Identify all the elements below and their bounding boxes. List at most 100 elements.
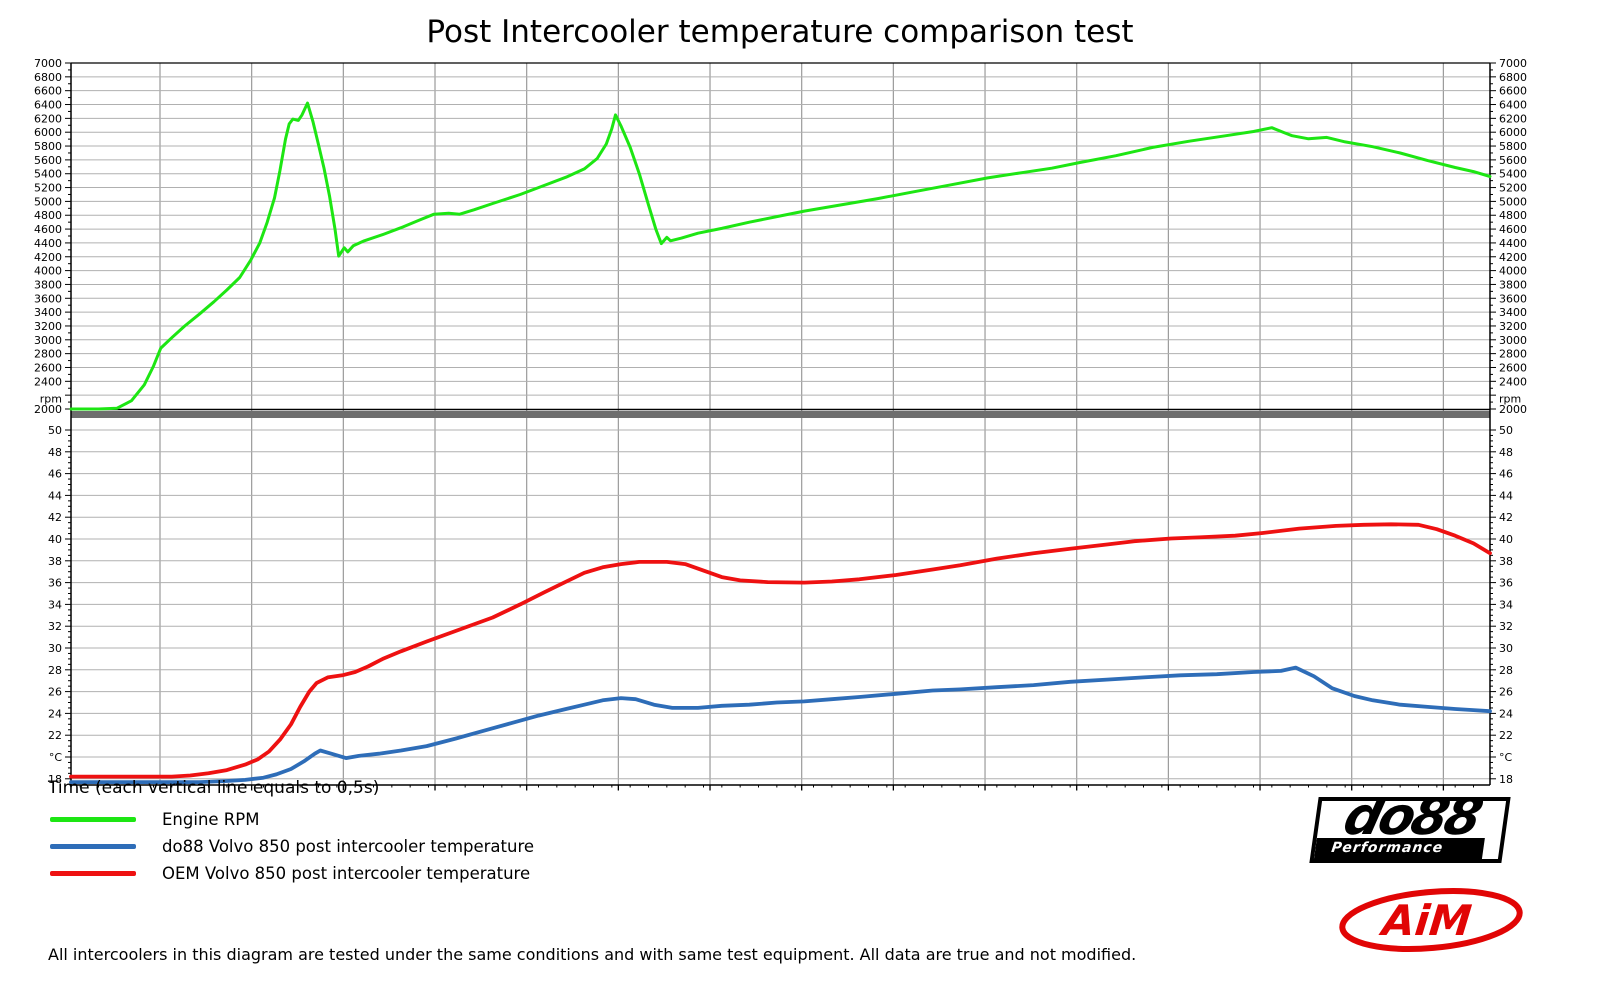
y-tick-label-left: °C (49, 751, 63, 764)
y-tick-label-right: 42 (1499, 511, 1513, 524)
y-tick-label-left: 6800 (34, 71, 62, 84)
legend-item-do88-temp: do88 Volvo 850 post intercooler temperat… (50, 833, 534, 860)
y-tick-label-left: 3800 (34, 278, 62, 291)
do88-logo: do88 Performance (1309, 797, 1511, 863)
y-tick-label-right: 6000 (1499, 126, 1527, 139)
y-tick-label-right: 28 (1499, 664, 1513, 677)
y-tick-label-right: 7000 (1499, 57, 1527, 70)
y-tick-label-right: 34 (1499, 598, 1513, 611)
y-tick-label-left: 36 (48, 577, 62, 590)
y-tick-label-left: 4600 (34, 223, 62, 236)
legend-swatch-oem-temp (50, 871, 136, 876)
legend-label: do88 Volvo 850 post intercooler temperat… (162, 837, 535, 856)
y-tick-label-left: 44 (48, 489, 62, 502)
y-tick-label-right: 3800 (1499, 278, 1527, 291)
y-tick-label-left: 4200 (34, 251, 62, 264)
y-tick-label-right: 6800 (1499, 71, 1527, 84)
y-tick-label-left: 38 (48, 555, 62, 568)
y-tick-label-left: 6400 (34, 99, 62, 112)
y-tick-label-right: 6200 (1499, 112, 1527, 125)
x-axis-note: Time (each vertical line equals to 0,5s) (48, 778, 380, 798)
y-tick-label-left: 26 (48, 686, 62, 699)
y-tick-label-left: 30 (48, 642, 62, 655)
y-tick-label-right: 3000 (1499, 334, 1527, 347)
y-tick-label-left: 2600 (34, 361, 62, 374)
y-tick-label-left: 2800 (34, 348, 62, 361)
aim-logo: AiM (1339, 888, 1523, 952)
y-tick-label-left: 34 (48, 598, 62, 611)
y-tick-label-right: 46 (1499, 468, 1513, 481)
y-tick-label-right: 50 (1499, 424, 1513, 437)
y-tick-label-right: 18 (1499, 773, 1513, 786)
y-tick-label-left: 32 (48, 620, 62, 633)
y-tick-label-left: 5400 (34, 168, 62, 181)
y-tick-label-right: 22 (1499, 729, 1513, 742)
y-tick-label-right: 4200 (1499, 251, 1527, 264)
y-tick-label-left: 5200 (34, 182, 62, 195)
y-tick-label-left: 2400 (34, 375, 62, 388)
y-tick-label-left: 3600 (34, 292, 62, 305)
y-tick-label-left: 5600 (34, 154, 62, 167)
y-tick-label-left: 46 (48, 468, 62, 481)
legend-item-engine-rpm: Engine RPM (50, 806, 534, 833)
y-tick-label-right: 5200 (1499, 182, 1527, 195)
y-tick-label-right: 26 (1499, 686, 1513, 699)
y-tick-label-right: 24 (1499, 707, 1513, 720)
y-tick-label-left: 22 (48, 729, 62, 742)
y-tick-label-right: 2800 (1499, 348, 1527, 361)
y-tick-label-right: 40 (1499, 533, 1513, 546)
aim-logo-ellipse (1339, 888, 1523, 952)
y-tick-label-left: 42 (48, 511, 62, 524)
y-tick-label-right: 3200 (1499, 320, 1527, 333)
y-tick-label-right: 5600 (1499, 154, 1527, 167)
y-tick-label-left: 3000 (34, 334, 62, 347)
do88-logo-subtext: Performance (1313, 838, 1485, 859)
y-tick-label-right: 6600 (1499, 85, 1527, 98)
y-tick-label-right: 2000 (1499, 403, 1527, 416)
y-tick-label-left: 5000 (34, 195, 62, 208)
y-tick-label-right: 2600 (1499, 361, 1527, 374)
y-tick-label-left: 50 (48, 424, 62, 437)
engine-rpm-line (69, 101, 1492, 411)
y-tick-label-right: rpm (1499, 393, 1521, 406)
y-tick-label-left: 18 (48, 773, 62, 786)
legend: Engine RPM do88 Volvo 850 post intercoole… (50, 806, 534, 887)
y-tick-label-right: 3400 (1499, 306, 1527, 319)
y-tick-label-right: 6400 (1499, 99, 1527, 112)
aim-logo-text: AiM (1377, 896, 1474, 945)
y-tick-label-left: 6000 (34, 126, 62, 139)
page-title: Post Intercooler temperature comparison … (426, 14, 1134, 50)
y-tick-label-left: 48 (48, 446, 62, 459)
oem-temperature-line (69, 522, 1492, 779)
y-tick-label-right: 5000 (1499, 195, 1527, 208)
y-tick-label-right: 30 (1499, 642, 1513, 655)
do88-temperature-line (69, 665, 1492, 784)
y-tick-label-left: 4400 (34, 237, 62, 250)
y-tick-label-left: 7000 (34, 57, 62, 70)
y-tick-label-right: 2400 (1499, 375, 1527, 388)
y-tick-label-right: 4400 (1499, 237, 1527, 250)
y-tick-label-right: 38 (1499, 555, 1513, 568)
y-tick-label-right: 5800 (1499, 140, 1527, 153)
y-tick-label-right: 44 (1499, 489, 1513, 502)
y-tick-label-right: 5400 (1499, 168, 1527, 181)
y-tick-label-left: 40 (48, 533, 62, 546)
y-tick-label-right: 36 (1499, 577, 1513, 590)
y-tick-label-right: 32 (1499, 620, 1513, 633)
legend-swatch-do88-temp (50, 844, 136, 849)
y-tick-label-right: 3600 (1499, 292, 1527, 305)
legend-label: Engine RPM (162, 810, 260, 829)
do88-logo-text: do88 (1337, 797, 1486, 847)
y-tick-label-right: 48 (1499, 446, 1513, 459)
y-tick-label-right: 4800 (1499, 209, 1527, 222)
y-tick-label-left: 4000 (34, 265, 62, 278)
y-tick-label-left: 24 (48, 707, 62, 720)
y-tick-label-left: 6600 (34, 85, 62, 98)
y-tick-label-right: °C (1499, 751, 1513, 764)
y-tick-label-left: 6200 (34, 112, 62, 125)
y-tick-label-left: 4800 (34, 209, 62, 222)
disclaimer: All intercoolers in this diagram are tes… (48, 945, 1137, 964)
legend-label: OEM Volvo 850 post intercooler temperatu… (162, 864, 531, 883)
